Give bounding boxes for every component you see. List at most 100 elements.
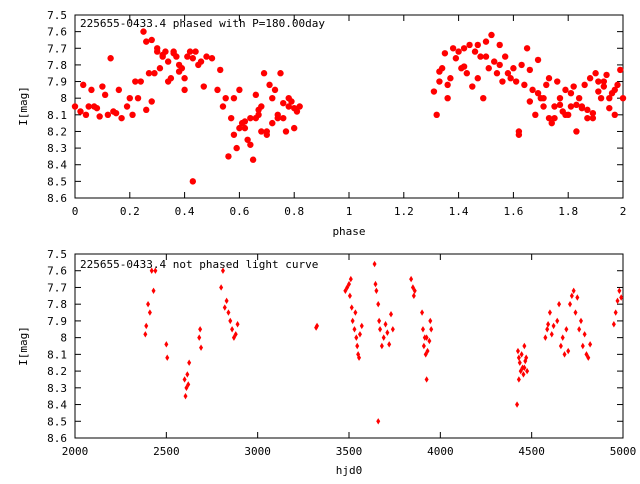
phased-data-point	[233, 144, 240, 152]
phased-data-point	[252, 91, 260, 99]
unphased-data-point	[573, 309, 578, 316]
phased-data-point	[584, 106, 591, 114]
unphased-x-tick-label: 4000	[427, 445, 454, 458]
phased-y-tick-label: 7.9	[47, 76, 67, 89]
unphased-data-point	[186, 381, 191, 388]
phased-data-point	[567, 89, 575, 97]
unphased-data-point	[547, 309, 552, 316]
unphased-data-point	[220, 267, 225, 274]
phased-data-point	[562, 111, 569, 119]
phased-data-point	[85, 103, 92, 110]
unphased-data-point	[347, 292, 352, 300]
phased-data-point	[184, 53, 191, 60]
unphased-x-tick-label: 5000	[610, 445, 637, 458]
phased-data-point	[170, 48, 177, 55]
phased-data-point	[291, 104, 298, 112]
phased-data-point	[545, 75, 553, 82]
unphased-y-tick-label: 8.3	[47, 382, 67, 395]
unphased-data-point	[383, 321, 388, 328]
unphased-y-tick-label: 7.9	[47, 315, 67, 328]
phased-data-point	[573, 101, 580, 109]
phased-data-point	[143, 106, 150, 114]
phased-data-point	[485, 65, 492, 72]
phased-data-point	[271, 86, 279, 94]
unphased-data-point	[412, 287, 417, 294]
unphased-data-point	[521, 371, 526, 378]
phased-data-point	[455, 48, 462, 55]
phased-data-point	[181, 86, 188, 94]
phased-data-point	[534, 89, 542, 97]
phased-x-tick-label: 0.8	[284, 205, 304, 218]
phased-data-point	[203, 53, 210, 60]
phased-data-point	[282, 128, 290, 135]
unphased-data-point	[615, 297, 620, 305]
phased-y-axis-label: I[mag]	[17, 86, 30, 126]
phased-data-point	[611, 86, 618, 94]
phased-data-points	[71, 28, 627, 185]
unphased-data-point	[357, 331, 362, 338]
unphased-data-point	[151, 287, 156, 294]
phased-data-point	[145, 70, 153, 77]
unphased-data-point	[376, 300, 381, 308]
phased-data-point	[496, 61, 503, 69]
phased-axis-ticks: 0 0.2 0.4 0.6 0.8 1 1.2 1.4 1.6 1.8 2 7.5 7.6 7.7 7.8 7…	[47, 9, 626, 218]
unphased-data-point	[222, 304, 227, 311]
unphased-data-point	[378, 326, 383, 333]
phased-data-point	[181, 75, 188, 82]
phased-data-point	[584, 114, 591, 122]
phased-data-point	[285, 103, 292, 110]
phased-data-point	[575, 94, 583, 102]
unphased-y-tick-label: 8	[60, 332, 67, 345]
phased-data-point	[101, 91, 109, 99]
phased-data-point	[129, 111, 136, 119]
unphased-data-point	[566, 347, 571, 355]
phased-data-point	[159, 51, 166, 59]
unphased-data-point	[219, 284, 224, 291]
unphased-light-curve-panel: 2000 2500 3000 3500 4000 4500 5000 7.5 7.6 7.7 7.8…	[17, 248, 636, 477]
unphased-data-point	[347, 280, 351, 288]
unphased-data-point	[524, 354, 529, 361]
phased-data-point	[611, 111, 618, 119]
unphased-data-point	[555, 317, 560, 325]
unphased-y-tick-label: 8.5	[47, 415, 67, 428]
phased-data-point	[556, 94, 564, 102]
phased-data-point	[466, 41, 473, 49]
phased-data-point	[460, 45, 468, 52]
unphased-data-point	[233, 331, 238, 338]
phased-data-point	[436, 78, 443, 85]
unphased-x-axis-label: hjd0	[336, 464, 363, 477]
phased-data-point	[197, 58, 205, 65]
phased-y-tick-label: 8.4	[47, 159, 67, 172]
unphased-data-point	[525, 367, 530, 375]
unphased-data-point	[580, 342, 585, 350]
phased-y-tick-label: 8.6	[47, 192, 67, 205]
phased-data-point	[175, 68, 183, 75]
phased-data-point	[444, 94, 451, 102]
phased-data-point	[534, 56, 542, 64]
phased-data-point	[77, 108, 84, 115]
unphased-data-point	[350, 317, 355, 325]
unphased-data-point	[182, 376, 187, 383]
phased-data-point	[241, 124, 249, 132]
unphased-data-point	[359, 322, 364, 330]
phased-data-point	[474, 75, 481, 82]
phased-data-point	[518, 61, 525, 69]
unphased-data-point	[562, 351, 567, 358]
phased-data-point	[430, 88, 438, 95]
phased-data-point	[597, 94, 605, 102]
unphased-data-point	[421, 342, 426, 350]
unphased-data-point	[226, 309, 231, 316]
phased-data-point	[606, 104, 613, 112]
phased-data-point	[71, 103, 79, 110]
phased-x-tick-label: 0.4	[175, 205, 195, 218]
phased-data-point	[151, 70, 158, 77]
unphased-data-point	[147, 309, 152, 316]
phased-data-point	[441, 50, 449, 57]
phased-x-tick-label: 1.8	[558, 205, 578, 218]
unphased-data-point	[522, 364, 527, 371]
unphased-data-point	[185, 371, 190, 378]
unphased-data-point	[355, 342, 360, 350]
unphased-data-point	[428, 317, 433, 325]
phased-data-point	[488, 31, 495, 39]
